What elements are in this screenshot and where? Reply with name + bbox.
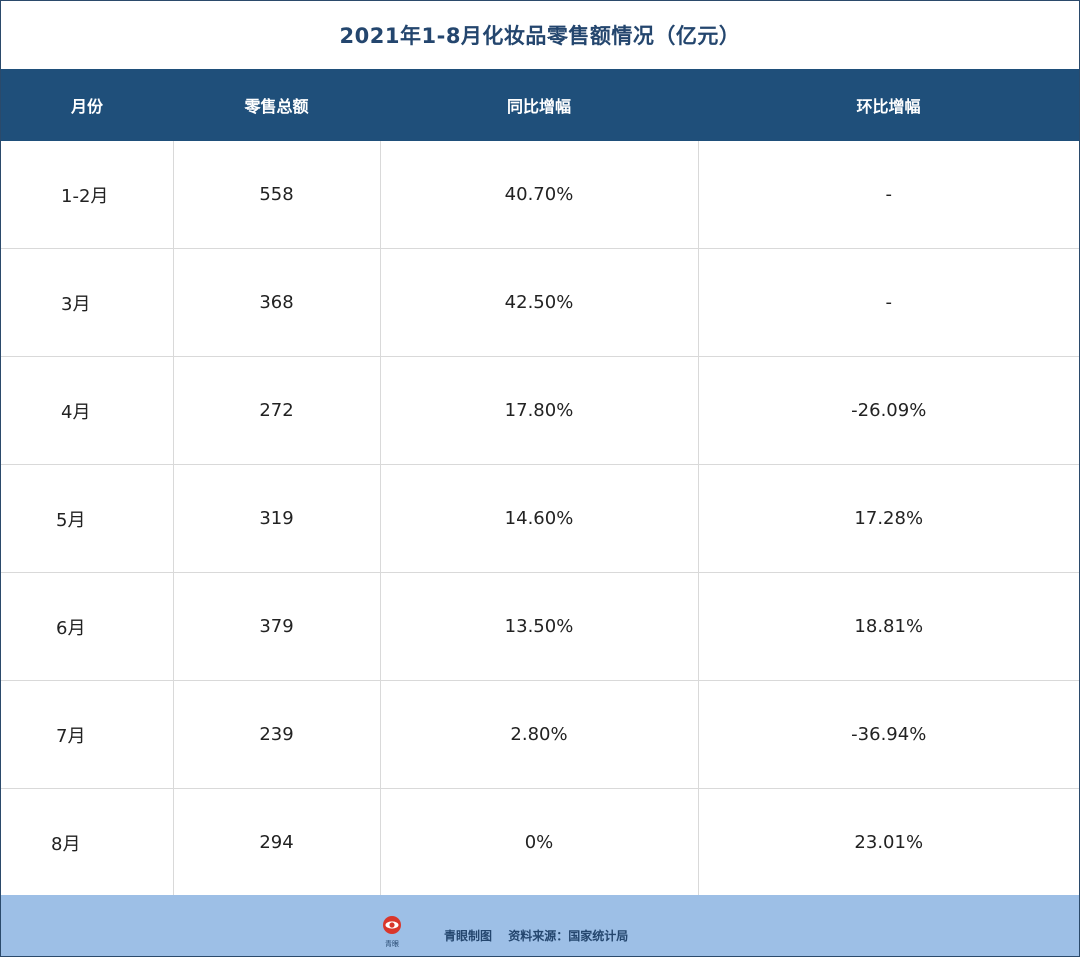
cell-total: 239 xyxy=(173,680,381,789)
table-row: 7月 239 2.80% -36.94% xyxy=(1,680,1079,789)
cell-mom: -36.94% xyxy=(698,680,1079,789)
retail-sales-table: 月份 零售总额 同比增幅 环比增幅 1-2月 558 40.70% - 3月 3… xyxy=(1,69,1079,896)
cell-total: 558 xyxy=(173,141,381,249)
cell-month: 4月 xyxy=(1,356,174,465)
table-row: 8月 294 0% 23.01% xyxy=(1,788,1079,896)
cell-month: 1-2月 xyxy=(1,141,174,249)
cell-month: 8月 xyxy=(1,788,174,896)
table-row: 1-2月 558 40.70% - xyxy=(1,141,1079,249)
cell-month: 6月 xyxy=(1,572,174,681)
cell-yoy: 42.50% xyxy=(380,248,699,357)
table-header-row: 月份 零售总额 同比增幅 环比增幅 xyxy=(1,69,1079,141)
cell-yoy: 13.50% xyxy=(380,572,699,681)
cell-mom: 18.81% xyxy=(698,572,1079,681)
cell-total: 272 xyxy=(173,356,381,465)
cell-total: 319 xyxy=(173,464,381,573)
footer-bar: 青眼 青眼制图 资料来源：国家统计局 xyxy=(1,895,1079,956)
footer-credit: 青眼制图 xyxy=(444,929,493,943)
header-total-sales: 零售总额 xyxy=(173,69,380,141)
cell-yoy: 2.80% xyxy=(380,680,699,789)
cell-mom: 17.28% xyxy=(698,464,1079,573)
table-row: 6月 379 13.50% 18.81% xyxy=(1,572,1079,681)
table-row: 5月 319 14.60% 17.28% xyxy=(1,464,1079,573)
cell-total: 379 xyxy=(173,572,381,681)
cell-total: 368 xyxy=(173,248,381,357)
footer-source: 资料来源：国家统计局 xyxy=(508,929,629,943)
cell-total: 294 xyxy=(173,788,381,896)
header-yoy-growth: 同比增幅 xyxy=(380,69,698,141)
cell-yoy: 0% xyxy=(380,788,699,896)
cell-mom: - xyxy=(698,248,1079,357)
logo-label: 青眼 xyxy=(385,939,399,948)
cell-mom: 23.01% xyxy=(854,832,924,853)
cell-month: 7月 xyxy=(1,680,174,789)
cell-yoy: 14.60% xyxy=(380,464,699,573)
cell-yoy: 17.80% xyxy=(380,356,699,465)
cell-mom: - xyxy=(698,141,1079,249)
table-title: 2021年1-8月化妆品零售额情况（亿元） xyxy=(339,24,741,48)
table-row: 3月 368 42.50% - xyxy=(1,248,1079,357)
cell-mom: -26.09% xyxy=(698,356,1079,465)
header-mom-growth: 环比增幅 xyxy=(698,69,1079,141)
header-month: 月份 xyxy=(1,69,173,141)
eye-logo-icon: 青眼 xyxy=(383,916,401,948)
cell-month: 5月 xyxy=(1,464,174,573)
cell-month: 3月 xyxy=(1,248,174,357)
table-row: 4月 272 17.80% -26.09% xyxy=(1,356,1079,465)
cell-yoy: 40.70% xyxy=(380,141,699,249)
